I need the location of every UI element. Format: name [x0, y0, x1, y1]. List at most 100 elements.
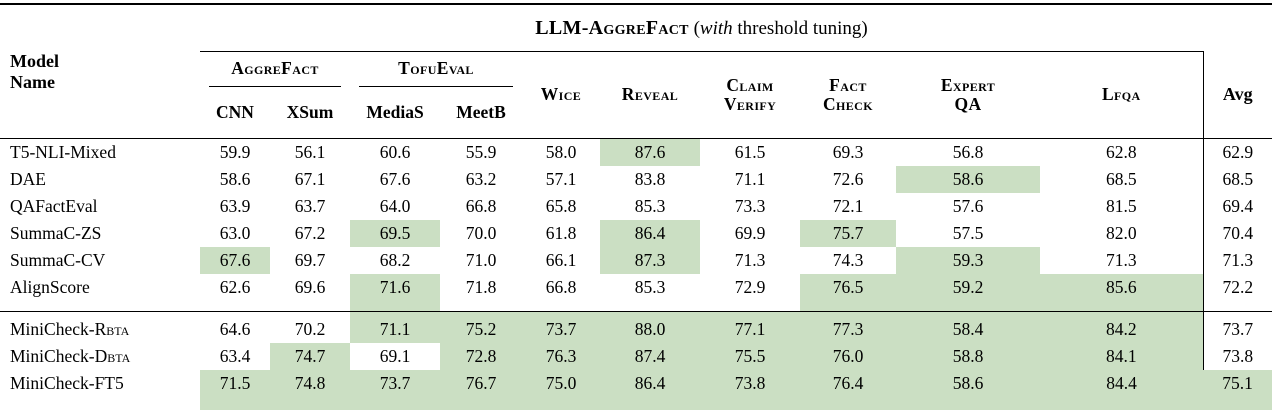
- score-cell: 58.6: [896, 166, 1040, 193]
- column-header-lfqa: Lfqa: [1101, 84, 1141, 105]
- table-row: T5-NLI-Mixed 59.9 56.1 60.6 55.9 58.0 87.6 61.…: [0, 138, 1272, 166]
- score-cell: 65.8: [545, 196, 577, 216]
- score-cell: 60.6: [379, 142, 411, 162]
- table-row: SummaC-CV 67.6 69.7 68.2 71.0 66.1 87.3 71.3 74…: [0, 247, 1272, 274]
- score-cell: 58.0: [545, 142, 577, 162]
- table-row: MiniCheck-Rbta 64.6 70.2 71.1 75.2 73.7 88.0 7…: [0, 311, 1272, 343]
- score-cell: 64.6: [219, 319, 251, 339]
- baseline-models-section: T5-NLI-Mixed 59.9 56.1 60.6 55.9 58.0 87.6 61.…: [0, 138, 1272, 312]
- avg-header-spacer: [1203, 4, 1272, 52]
- score-cell: 66.8: [465, 196, 497, 216]
- score-cell: 84.2: [1040, 311, 1203, 343]
- score-cell: 71.8: [465, 277, 497, 297]
- column-header-xsum: XSum: [286, 101, 334, 122]
- header-title-row: Model Name LLM-AggreFact (with threshold…: [0, 4, 1272, 92]
- score-cell: 84.4: [1040, 370, 1203, 410]
- score-cell: 74.7: [270, 343, 350, 370]
- model-header-line2: Name: [10, 71, 55, 92]
- score-cell: 71.3: [1105, 250, 1137, 270]
- table-row: MiniCheck-Dbta 63.4 74.7 69.1 72.8 76.3 87.4 7…: [0, 343, 1272, 370]
- score-cell: 67.2: [294, 223, 326, 243]
- column-header-medias: MediaS: [366, 101, 424, 122]
- model-name-cell: MiniCheck-Rbta: [10, 319, 130, 339]
- title-paren-rest: threshold tuning): [732, 17, 868, 39]
- score-cell: 75.0: [522, 370, 600, 410]
- score-cell: 63.4: [219, 346, 251, 366]
- score-cell: 74.3: [832, 250, 864, 270]
- score-cell: 76.5: [800, 274, 896, 312]
- score-cell: 84.1: [1040, 343, 1203, 370]
- score-cell: 82.0: [1105, 223, 1137, 243]
- score-cell: 66.1: [545, 250, 577, 270]
- model-header-line1: Model: [10, 50, 59, 71]
- score-cell: 74.8: [270, 370, 350, 410]
- column-header-fact-check: Fact Check: [823, 74, 873, 114]
- model-name-cell: SummaC-CV: [10, 250, 106, 270]
- minicheck-models-section: MiniCheck-Rbta 64.6 70.2 71.1 75.2 73.7 88.0 7…: [0, 311, 1272, 410]
- model-name-header: Model Name: [0, 4, 200, 139]
- column-header-meetb: MeetB: [456, 101, 506, 122]
- score-cell: 71.1: [350, 311, 440, 343]
- table-row: DAE 58.6 67.1 67.6 63.2 57.1 83.8 71.1 72.6 58.6…: [0, 166, 1272, 193]
- column-header-avg: Avg: [1202, 51, 1272, 139]
- score-cell: 81.5: [1105, 196, 1137, 216]
- score-cell: 76.0: [800, 343, 896, 370]
- score-cell: 85.3: [634, 277, 666, 297]
- model-name-cell: QAFactEval: [10, 196, 98, 216]
- column-header-expert-qa: Expert QA: [940, 74, 996, 114]
- score-cell: 69.7: [294, 250, 326, 270]
- score-cell: 77.1: [700, 311, 800, 343]
- score-cell: 86.4: [600, 220, 700, 247]
- model-name-cell: SummaC-ZS: [10, 223, 102, 243]
- column-group-tofueval: TofuEval: [350, 52, 522, 93]
- score-cell: 59.9: [219, 142, 251, 162]
- table-header: Model Name LLM-AggreFact (with threshold…: [0, 4, 1272, 139]
- score-cell: 70.0: [465, 223, 497, 243]
- score-cell: 69.5: [350, 220, 440, 247]
- score-cell: 71.3: [734, 250, 766, 270]
- avg-score-cell: 69.4: [1202, 193, 1272, 220]
- title-paren-open: (: [688, 17, 700, 39]
- score-cell: 72.9: [734, 277, 766, 297]
- score-cell: 83.8: [634, 169, 666, 189]
- score-cell: 58.8: [896, 343, 1040, 370]
- score-cell: 86.4: [600, 370, 700, 410]
- avg-score-cell: 71.3: [1202, 247, 1272, 274]
- score-cell: 61.5: [734, 142, 766, 162]
- score-cell: 69.6: [294, 277, 326, 297]
- score-cell: 73.7: [522, 311, 600, 343]
- score-cell: 63.9: [219, 196, 251, 216]
- score-cell: 71.6: [350, 274, 440, 312]
- avg-score-cell: 72.2: [1202, 274, 1272, 312]
- score-cell: 72.8: [440, 343, 522, 370]
- header-subcolumn-row: CNN XSum MediaS MeetB: [0, 92, 1272, 139]
- score-cell: 76.3: [522, 343, 600, 370]
- model-name-cell: MiniCheck-FT5: [10, 373, 124, 393]
- score-cell: 68.2: [379, 250, 411, 270]
- table-row: QAFactEval 63.9 63.7 64.0 66.8 65.8 85.3 73.3 7…: [0, 193, 1272, 220]
- column-header-cnn: CNN: [216, 101, 254, 122]
- score-cell: 63.7: [294, 196, 326, 216]
- score-cell: 69.9: [734, 223, 766, 243]
- column-header-reveal: Reveal: [621, 84, 679, 105]
- table-row: AlignScore 62.6 69.6 71.6 71.8 66.8 85.3 72.9 7…: [0, 274, 1272, 312]
- score-cell: 72.1: [832, 196, 864, 216]
- score-cell: 69.1: [379, 346, 411, 366]
- score-cell: 59.3: [896, 247, 1040, 274]
- score-cell: 62.8: [1105, 142, 1137, 162]
- score-cell: 75.2: [440, 311, 522, 343]
- avg-score-cell: 68.5: [1202, 166, 1272, 193]
- score-cell: 71.0: [465, 250, 497, 270]
- avg-score-cell: 73.8: [1202, 343, 1272, 370]
- score-cell: 58.6: [219, 169, 251, 189]
- table-title: LLM-AggreFact (with threshold tuning): [200, 4, 1203, 52]
- score-cell: 87.3: [600, 247, 700, 274]
- table-row: SummaC-ZS 63.0 67.2 69.5 70.0 61.8 86.4 69.9 75…: [0, 220, 1272, 247]
- benchmark-name: LLM-AggreFact: [535, 16, 689, 39]
- score-cell: 63.0: [219, 223, 251, 243]
- avg-score-cell: 70.4: [1202, 220, 1272, 247]
- score-cell: 66.8: [545, 277, 577, 297]
- results-table: Model Name LLM-AggreFact (with threshold…: [0, 3, 1272, 410]
- score-cell: 55.9: [465, 142, 497, 162]
